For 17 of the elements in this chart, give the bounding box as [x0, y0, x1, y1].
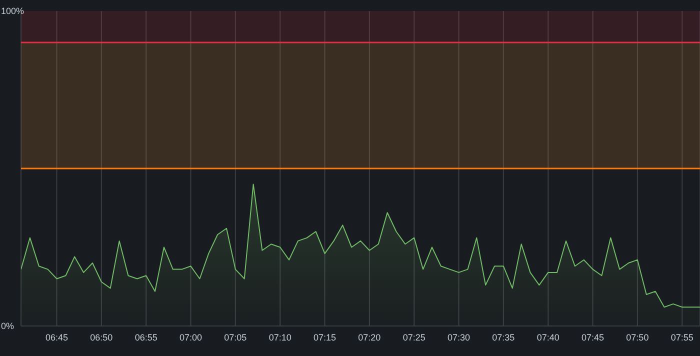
- x-tick-label: 06:50: [90, 332, 113, 342]
- x-tick-label: 07:45: [582, 332, 604, 342]
- x-tick-label: 07:05: [224, 332, 247, 342]
- x-tick-label: 07:35: [492, 332, 515, 342]
- x-tick-label: 07:40: [536, 332, 560, 342]
- x-tick-label: 07:55: [670, 332, 694, 342]
- x-tick-label: 06:55: [134, 332, 158, 342]
- x-tick-label: 07:10: [268, 332, 292, 342]
- x-tick-label: 07:15: [314, 332, 336, 342]
- x-tick-label: 07:00: [180, 332, 202, 342]
- x-tick-label: 07:30: [448, 332, 470, 342]
- y-tick-label: 0%: [1, 321, 14, 331]
- x-tick-label: 07:20: [358, 332, 381, 342]
- x-tick-label: 07:50: [626, 332, 649, 342]
- x-tick-label: 07:25: [402, 332, 426, 342]
- x-tick-label: 06:45: [45, 332, 68, 342]
- y-tick-label: 100%: [1, 6, 24, 16]
